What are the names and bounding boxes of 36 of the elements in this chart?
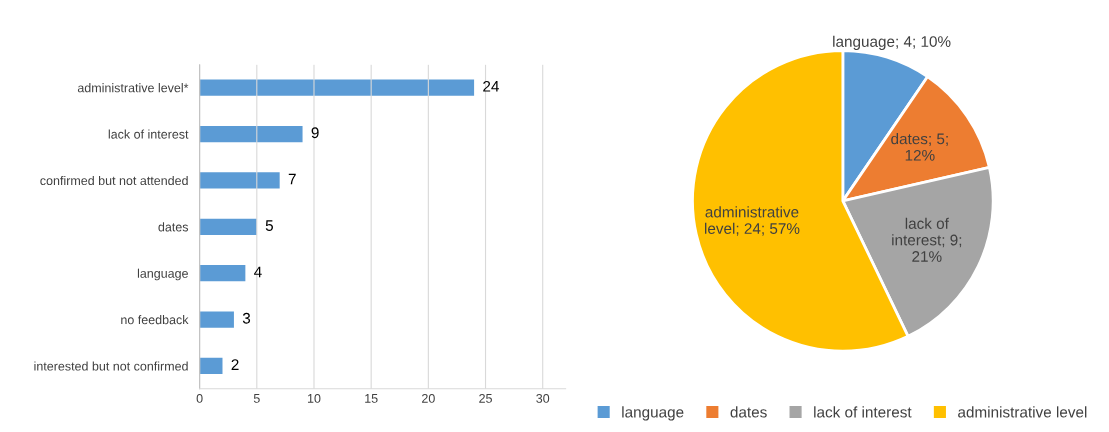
- data-label: 2: [231, 359, 239, 370]
- bar: [199, 218, 257, 235]
- data-label: 5: [265, 220, 273, 231]
- y-tick-label: administrative level*: [77, 83, 189, 93]
- legend-label: dates: [730, 406, 767, 418]
- bar: [199, 265, 246, 282]
- data-label: administrative level; 24; 57%: [705, 206, 800, 236]
- data-label: 3: [242, 312, 251, 324]
- bar: [199, 125, 303, 143]
- y-tick-label: interested but not confirmed: [34, 361, 188, 371]
- legend-label: lack of interest: [814, 406, 912, 418]
- x-tick-label: 25: [479, 393, 492, 403]
- y-tick-label: lack of interest: [108, 129, 189, 139]
- data-label: 24: [483, 80, 499, 92]
- bar: [199, 172, 280, 189]
- legend-label: administrative level: [958, 406, 1087, 418]
- x-tick-label: 15: [365, 394, 378, 403]
- bar: [199, 79, 475, 96]
- data-label: 4: [254, 266, 262, 278]
- data-label: dates; 5; 12%: [891, 133, 948, 161]
- data-label: language; 4; 10%: [833, 35, 951, 50]
- y-tick-label: confirmed but not attended: [40, 175, 188, 186]
- legend-label: language: [622, 406, 684, 421]
- x-tick-label: 20: [422, 393, 435, 403]
- data-label: 7: [288, 173, 296, 185]
- y-tick-label: language: [137, 268, 188, 281]
- bar: [199, 357, 223, 375]
- x-tick-label: 10: [307, 393, 321, 403]
- x-tick-label: 5: [253, 394, 260, 403]
- y-tick-label: no feedback: [121, 315, 189, 325]
- x-tick-label: 0: [196, 393, 203, 403]
- data-label: 9: [311, 127, 319, 139]
- bar: [199, 311, 234, 328]
- y-tick-label: dates: [158, 222, 189, 232]
- data-label: lack of interest; 9; 21%: [892, 217, 962, 262]
- x-tick-label: 30: [536, 393, 550, 403]
